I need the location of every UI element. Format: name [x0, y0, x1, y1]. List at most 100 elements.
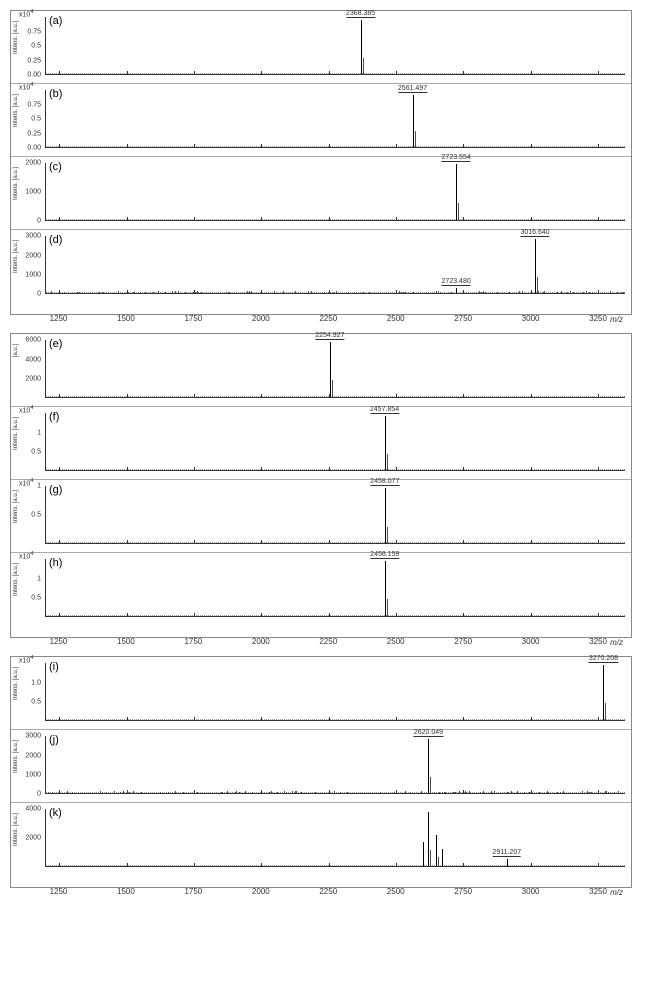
x-tick-mark — [261, 467, 262, 470]
peak — [456, 164, 457, 220]
x-tick: 2750 — [454, 637, 472, 646]
y-tick: 1000 — [21, 271, 41, 278]
x-tick-mark — [127, 394, 128, 397]
x-tick: 2250 — [319, 314, 337, 323]
x-tick: 2750 — [454, 314, 472, 323]
x-tick: 2250 — [319, 637, 337, 646]
x-ticks: 125015001750200022502500275030003250 — [45, 637, 625, 647]
x-tick-mark — [396, 394, 397, 397]
peak — [385, 561, 386, 616]
x-tick-mark — [463, 394, 464, 397]
x-tick-mark — [598, 717, 599, 720]
x-tick-mark — [127, 863, 128, 866]
panel-tag: (h) — [49, 557, 62, 569]
baseline — [46, 219, 625, 220]
x-tick-mark — [463, 467, 464, 470]
x-tick-mark — [531, 540, 532, 543]
x-tick-mark — [396, 71, 397, 74]
peak-shoulder — [537, 277, 538, 293]
panel-tag: (a) — [49, 15, 62, 27]
y-tick: 2000 — [21, 252, 41, 259]
x-tick-mark — [194, 144, 195, 147]
x-tick: 1250 — [50, 887, 68, 896]
y-tick: 4000 — [21, 356, 41, 363]
y-ticks: 0100020003000 — [11, 730, 43, 802]
x-tick-mark — [396, 144, 397, 147]
y-tick: 1.0 — [21, 679, 41, 686]
x-tick-mark — [396, 467, 397, 470]
x-tick: 1500 — [117, 314, 135, 323]
peak — [385, 416, 386, 470]
panel-tag: (g) — [49, 484, 62, 496]
peak-label: 2458.159 — [370, 551, 399, 559]
x-tick-mark — [261, 217, 262, 220]
x-tick-mark — [598, 71, 599, 74]
peak-label: 2368.385 — [346, 10, 375, 18]
x-tick-mark — [329, 613, 330, 616]
y-tick: 1000 — [21, 189, 41, 196]
peak-shoulder — [387, 599, 388, 616]
mass-spectra-figure: x104Intens. [a.u.]0.000.250.50.752368.38… — [10, 10, 640, 888]
peak-label: 2723.554 — [442, 154, 471, 162]
peak-shoulder — [458, 203, 459, 220]
peak-shoulder — [387, 454, 388, 470]
peak — [507, 859, 508, 866]
x-tick: 3250 — [589, 314, 607, 323]
y-tick: 0.5 — [21, 512, 41, 519]
x-tick-mark — [463, 217, 464, 220]
panel-h: x104Intens. [a.u.]0.512458.159(h) — [11, 552, 631, 625]
plot-area: 2723.554 — [45, 163, 625, 221]
x-tick-mark — [396, 613, 397, 616]
baseline — [46, 73, 625, 74]
baseline — [46, 865, 625, 866]
x-tick-mark — [261, 394, 262, 397]
x-tick: 1250 — [50, 314, 68, 323]
y-tick: 0.25 — [21, 130, 41, 137]
x-tick: 2500 — [387, 637, 405, 646]
plot-area: 2911.207 — [45, 809, 625, 867]
x-tick-mark — [261, 71, 262, 74]
x-tick-mark — [396, 217, 397, 220]
x-tick-mark — [59, 717, 60, 720]
peak-label: 2457.854 — [370, 406, 399, 414]
peak — [361, 20, 362, 74]
x-tick: 3250 — [589, 887, 607, 896]
x-tick-mark — [59, 863, 60, 866]
x-tick: 1750 — [184, 314, 202, 323]
y-tick: 2000 — [21, 752, 41, 759]
x-tick-mark — [194, 467, 195, 470]
spectra-group-0: x104Intens. [a.u.]0.000.250.50.752368.38… — [10, 10, 632, 315]
peak — [456, 288, 457, 293]
y-tick: 0 — [21, 218, 41, 225]
plot-area: 2723.4803016.640 — [45, 236, 625, 294]
x-tick: 1250 — [50, 637, 68, 646]
x-tick: 3250 — [589, 637, 607, 646]
x-axis-label: m/z — [610, 315, 623, 324]
y-tick: 1 — [21, 483, 41, 490]
panel-j: Intens. [a.u.]01000200030002620.049(j) — [11, 729, 631, 802]
y-tick: 0 — [21, 791, 41, 798]
x-tick: 2750 — [454, 887, 472, 896]
x-tick-mark — [59, 613, 60, 616]
x-tick-mark — [194, 863, 195, 866]
x-axis-label: m/z — [610, 638, 623, 647]
x-tick-mark — [463, 144, 464, 147]
peak-shoulder — [438, 857, 439, 866]
y-tick: 0.25 — [21, 57, 41, 64]
x-tick: 3000 — [522, 314, 540, 323]
x-tick: 2000 — [252, 637, 270, 646]
plot-area: 2458.077 — [45, 486, 625, 544]
x-tick-mark — [127, 71, 128, 74]
x-tick-mark — [194, 217, 195, 220]
peak-shoulder — [605, 703, 606, 720]
peak-label: 2561.497 — [398, 85, 427, 93]
x-tick-mark — [531, 144, 532, 147]
peak-label: 2723.480 — [442, 278, 471, 286]
y-tick: 0.75 — [21, 28, 41, 35]
peak-label: 2620.049 — [414, 729, 443, 737]
y-tick: 2000 — [21, 835, 41, 842]
y-ticks: 0.000.250.50.75 — [11, 84, 43, 156]
x-tick-mark — [194, 613, 195, 616]
y-tick: 0.5 — [21, 698, 41, 705]
peak — [428, 812, 429, 866]
